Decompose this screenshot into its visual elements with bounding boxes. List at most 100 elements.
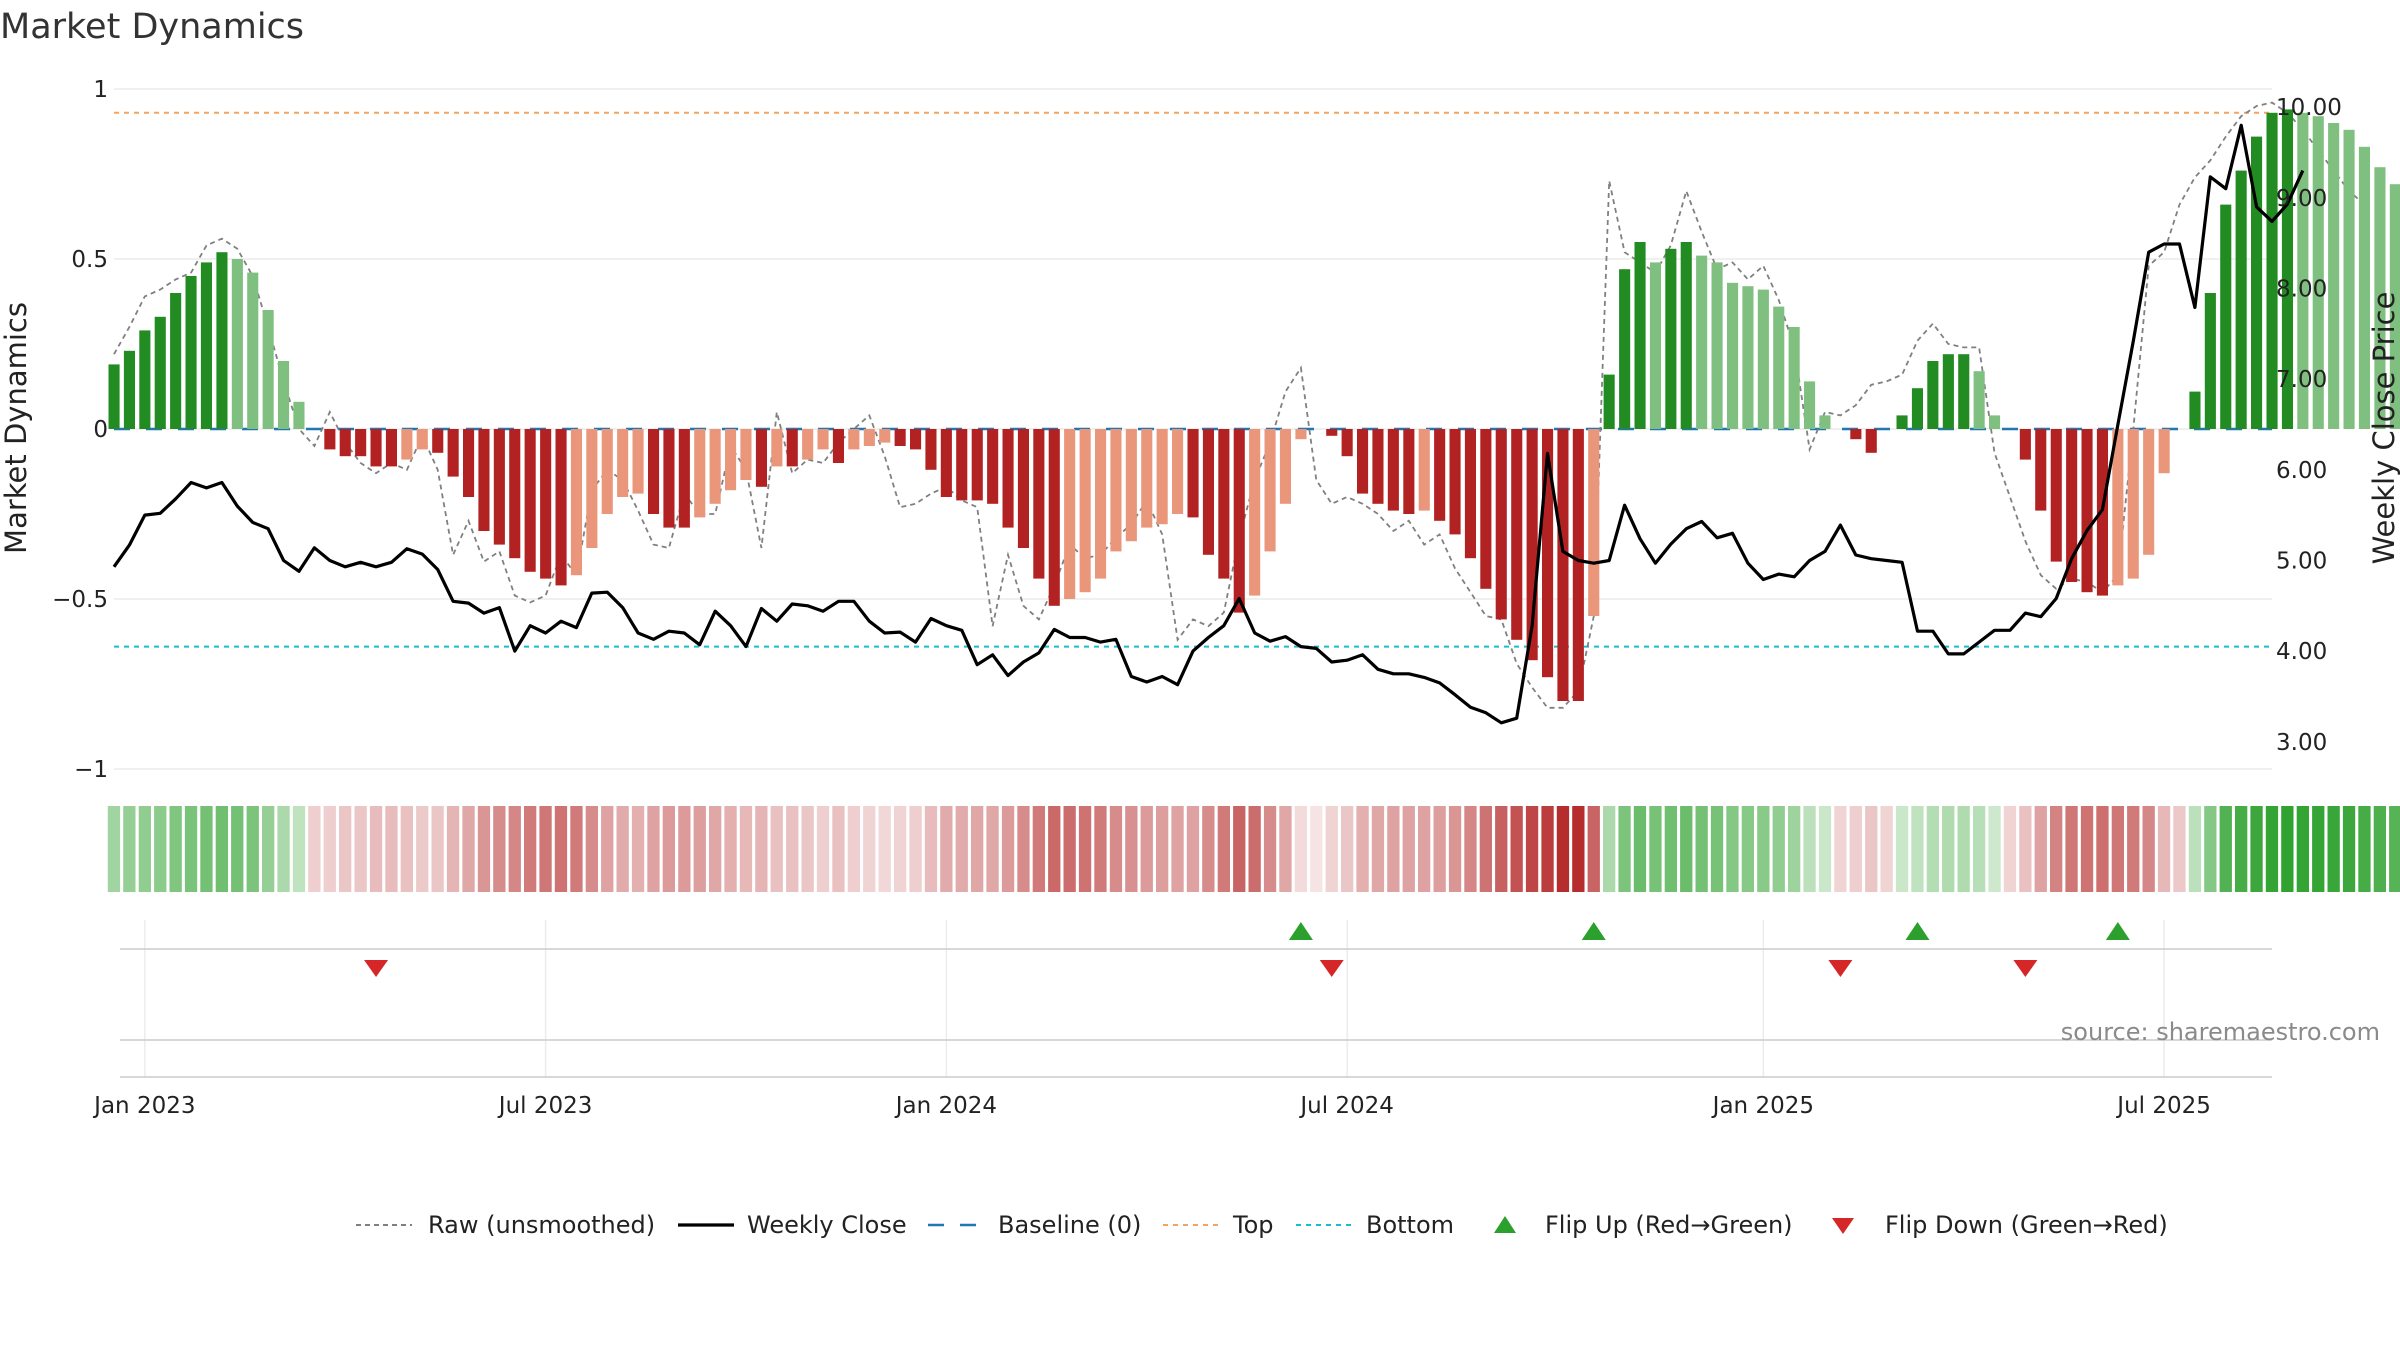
regime-band-cell xyxy=(2173,806,2186,892)
regime-band-cell xyxy=(1880,806,1893,892)
y-tick-label: −0.5 xyxy=(52,587,108,613)
regime-band-cell xyxy=(2342,806,2356,892)
dynamics-bar xyxy=(586,429,598,548)
regime-band-cell xyxy=(184,806,198,892)
dynamics-bar xyxy=(1649,262,1661,429)
regime-band-cell xyxy=(1572,806,1585,892)
regime-band-cell xyxy=(107,806,121,892)
dynamics-bar xyxy=(247,272,259,429)
regime-band-cell xyxy=(2389,806,2400,892)
regime-band-cell xyxy=(786,806,799,892)
regime-band-cell xyxy=(2157,806,2171,892)
regime-band-cell xyxy=(462,806,475,892)
dynamics-bar xyxy=(1942,354,1954,429)
dynamics-bar xyxy=(170,293,182,429)
dynamics-bar xyxy=(1973,371,1985,429)
regime-band-cell xyxy=(770,806,783,892)
dynamics-bars xyxy=(108,109,2400,701)
dynamics-bar xyxy=(771,429,783,467)
regime-band-cell xyxy=(1171,806,1184,892)
dynamics-bar xyxy=(2066,429,2078,582)
regime-band-cell xyxy=(1433,806,1446,892)
regime-band-cell xyxy=(1664,806,1677,892)
dynamics-bar xyxy=(925,429,937,470)
dynamics-bar xyxy=(940,429,952,497)
y2-tick-label: 8.00 xyxy=(2276,276,2327,302)
regime-band-cell xyxy=(1464,806,1477,892)
regime-band-cell xyxy=(1926,806,1939,892)
dynamics-bar xyxy=(1696,255,1708,429)
regime-band-cell xyxy=(2281,806,2294,892)
dynamics-bar xyxy=(1619,269,1631,429)
dynamics-bar xyxy=(1495,429,1507,620)
regime-band-cell xyxy=(539,806,552,892)
dynamics-bar xyxy=(694,429,706,518)
regime-band-cell xyxy=(2204,806,2217,892)
flip-up-marker xyxy=(1581,922,1606,940)
legend-label-bottom: Bottom xyxy=(1366,1211,1454,1239)
dynamics-bar xyxy=(663,429,675,528)
regime-band-cell xyxy=(1957,806,1970,892)
regime-band-cell xyxy=(601,806,614,892)
dynamics-bar xyxy=(278,361,290,429)
dynamics-bar xyxy=(1742,286,1754,429)
dynamics-bar xyxy=(1526,429,1538,661)
dynamics-bar xyxy=(2220,204,2232,429)
regime-band-cell xyxy=(1895,806,1909,892)
dynamics-bar xyxy=(786,429,798,467)
regime-band-cell xyxy=(308,806,321,892)
dynamics-bar xyxy=(200,262,212,429)
regime-band-cell xyxy=(123,806,136,892)
regime-band-cell xyxy=(369,806,383,892)
dynamics-bar xyxy=(1773,306,1785,429)
dynamics-bar xyxy=(1033,429,1045,579)
regime-band-cell xyxy=(1001,806,1015,892)
dynamics-bar xyxy=(725,429,737,491)
source-label: source: sharemaestro.com xyxy=(2061,1018,2380,1046)
dynamics-bar xyxy=(1295,429,1307,440)
regime-band-cell xyxy=(1186,806,1200,892)
regime-band-cell xyxy=(1541,806,1554,892)
dynamics-bar xyxy=(1927,361,1939,429)
regime-band-cell xyxy=(1109,806,1123,892)
regime-band-cell xyxy=(1217,806,1230,892)
dynamics-bar xyxy=(1449,429,1461,535)
dynamics-bar xyxy=(231,259,243,429)
regime-band-cell xyxy=(1032,806,1045,892)
dynamics-bar xyxy=(2266,112,2278,430)
regime-band-cell xyxy=(1263,806,1277,892)
regime-band-cell xyxy=(847,806,860,892)
right-axis-ticks: 10.00 9.00 8.00 7.00 6.00 5.00 4.00 3.00 xyxy=(2276,95,2342,756)
flip-down-marker xyxy=(1319,960,1344,977)
regime-band-cell xyxy=(1448,806,1462,892)
dynamics-bar xyxy=(401,429,413,460)
x-tick-label: Jan 2023 xyxy=(92,1093,195,1119)
dynamics-bar xyxy=(1511,429,1523,640)
flip-up-marker xyxy=(2105,922,2130,940)
regime-band-cell xyxy=(2219,806,2232,892)
regime-band-cell xyxy=(1803,806,1816,892)
dynamics-bar xyxy=(1680,242,1692,429)
regime-band-cell xyxy=(2296,806,2309,892)
regime-band-cell xyxy=(940,806,953,892)
x-tick-label: Jul 2025 xyxy=(2115,1093,2211,1119)
dynamics-bar xyxy=(1249,429,1261,596)
y-tick-label: 0 xyxy=(93,417,108,443)
regime-band-cell xyxy=(2327,806,2340,892)
y2-tick-label: 4.00 xyxy=(2276,639,2327,665)
dynamics-bar xyxy=(2081,429,2093,593)
dynamics-bar xyxy=(1896,415,1908,429)
flip-markers xyxy=(364,922,2130,977)
dynamics-bar xyxy=(1757,289,1769,429)
y2-tick-label: 7.00 xyxy=(2276,367,2327,393)
regime-band-cell xyxy=(446,806,460,892)
regime-band-cell xyxy=(678,806,691,892)
dynamics-bar xyxy=(832,429,844,463)
regime-band-cell xyxy=(1156,806,1169,892)
regime-band-cell xyxy=(138,806,151,892)
dynamics-bar xyxy=(1665,248,1677,429)
regime-band-cell xyxy=(1371,806,1385,892)
regime-band-cell xyxy=(1757,806,1770,892)
y2-axis-label: Weekly Close Price xyxy=(2367,292,2400,565)
regime-band-cell xyxy=(1911,806,1924,892)
